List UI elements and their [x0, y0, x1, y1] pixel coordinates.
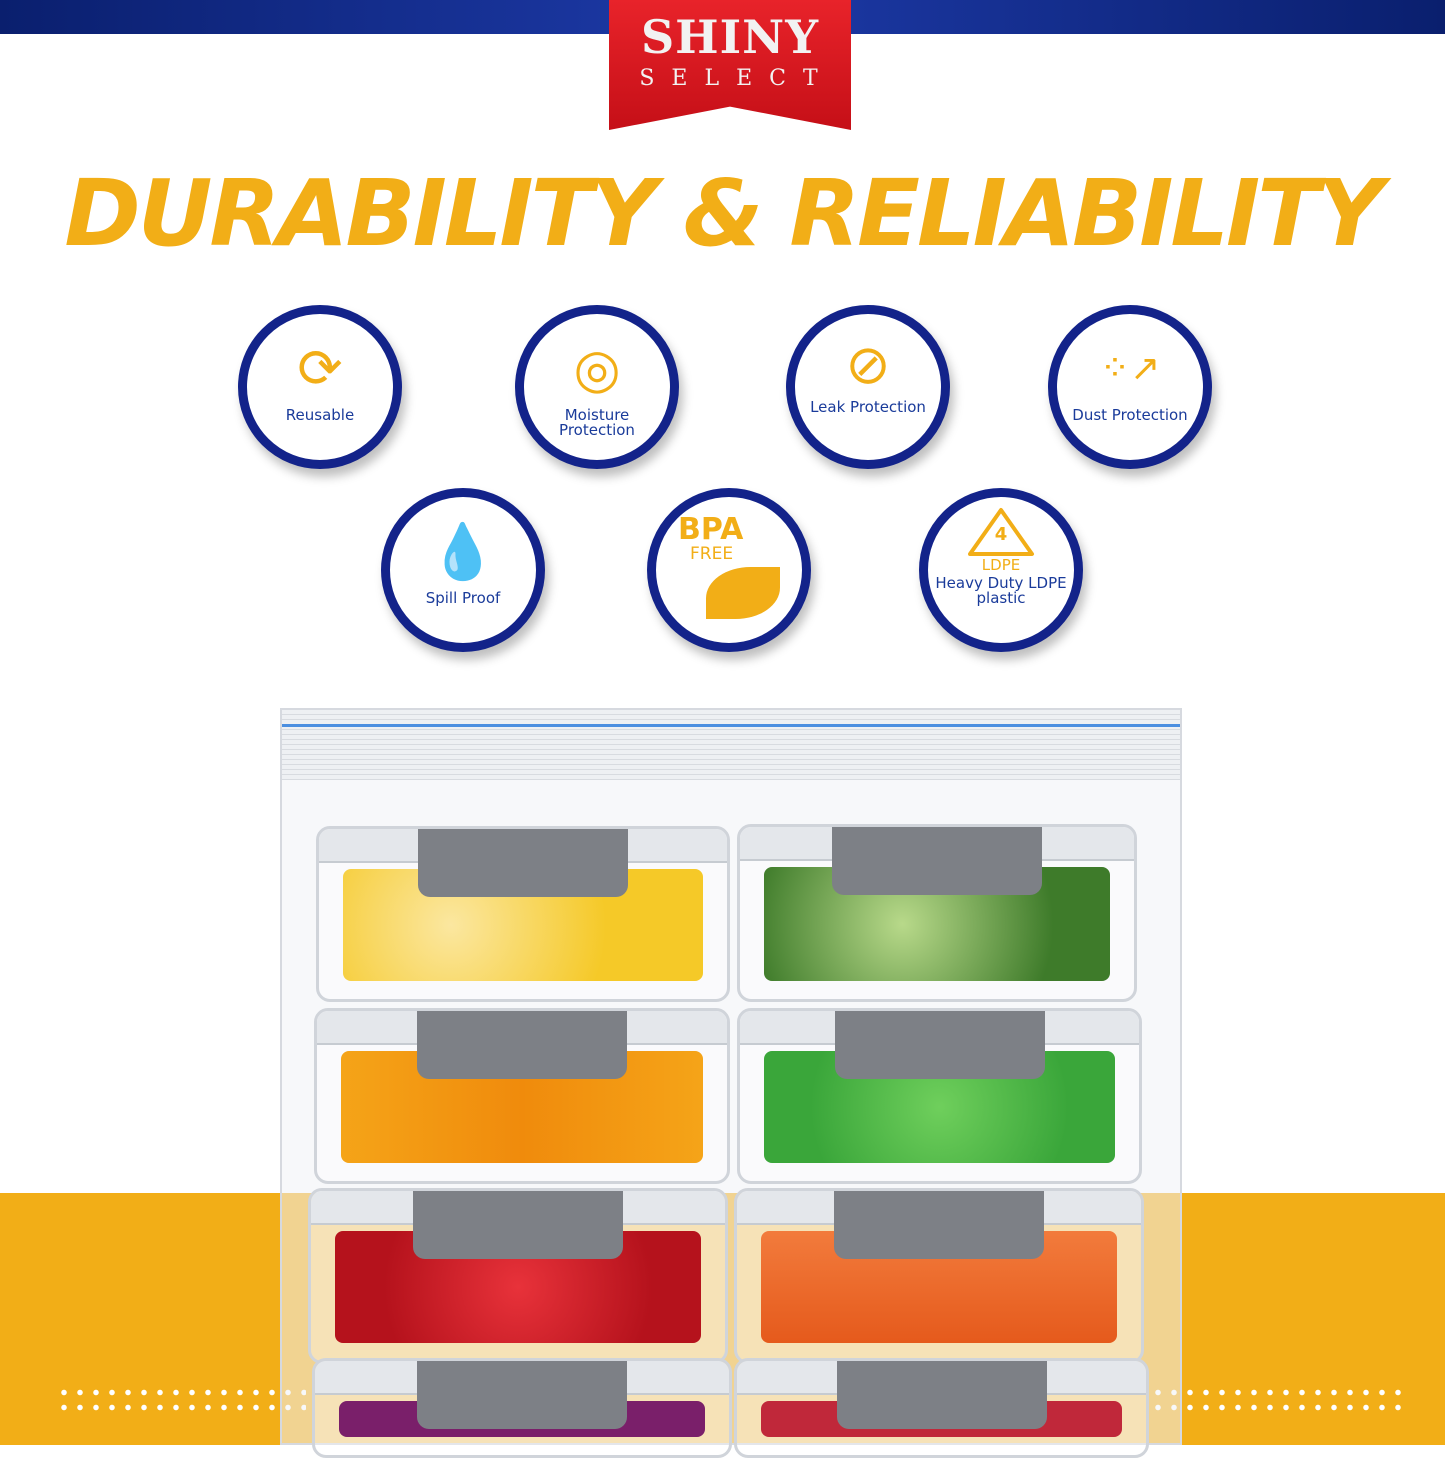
feature-spill: 💧 Spill Proof [381, 488, 545, 652]
recycle-triangle-shape [968, 508, 1034, 556]
recycle-4-icon: 4 LDPE [928, 507, 1074, 574]
container-strawberries [308, 1188, 728, 1364]
feature-label: Dust Protection [1072, 406, 1188, 424]
brand-subname: SELECT [639, 66, 835, 91]
container-cucumbers [737, 824, 1137, 1002]
feature-label: Leak Protection [810, 398, 926, 416]
recycle-arrows-icon: ⟳ [297, 336, 343, 400]
droplet-lock-icon: ◎ [573, 336, 621, 400]
bag-zipper [282, 710, 1180, 780]
feature-moisture: ◎ Moisture Protection [515, 305, 679, 469]
feature-label: Heavy Duty LDPE plastic [935, 574, 1067, 607]
container-berries [734, 1358, 1149, 1458]
dust-shield-icon: ⁘↗ [1099, 347, 1161, 389]
headline: DURABILITY & RELIABILITY [64, 160, 1383, 267]
feature-bpa-free: BPA FREE [647, 488, 811, 652]
container-carrots [734, 1188, 1144, 1364]
feature-label: Moisture Protection [559, 406, 635, 439]
container-cabbage [312, 1358, 732, 1458]
container-lemons [316, 826, 730, 1002]
container-peas [737, 1008, 1142, 1184]
leaf-shape [706, 567, 780, 619]
zipper-bag [280, 708, 1182, 1458]
feature-reusable: ⟳ Reusable [238, 305, 402, 469]
container-peppers [314, 1008, 730, 1184]
feature-ldpe: 4 LDPE Heavy Duty LDPE plastic [919, 488, 1083, 652]
free-text: FREE [690, 544, 734, 564]
brand-name: SHINY [640, 10, 820, 64]
spill-drop-icon: 💧 [429, 519, 497, 583]
bpa-text: BPA [678, 512, 744, 547]
bpa-free-leaf-icon: BPA FREE [656, 512, 802, 619]
dots-left [56, 1385, 306, 1415]
feature-label: Reusable [285, 406, 355, 424]
dots-right [1150, 1385, 1406, 1415]
feature-dust: ⁘↗ Dust Protection [1048, 305, 1212, 469]
ldpe-text: LDPE [981, 556, 1021, 574]
no-leak-icon: ⊘ [845, 332, 891, 396]
resin-code: 4 [994, 524, 1008, 545]
brand-logo: SHINY SELECT [609, 0, 851, 130]
feature-leak: ⊘ Leak Protection [786, 305, 950, 469]
feature-label: Spill Proof [425, 589, 501, 607]
